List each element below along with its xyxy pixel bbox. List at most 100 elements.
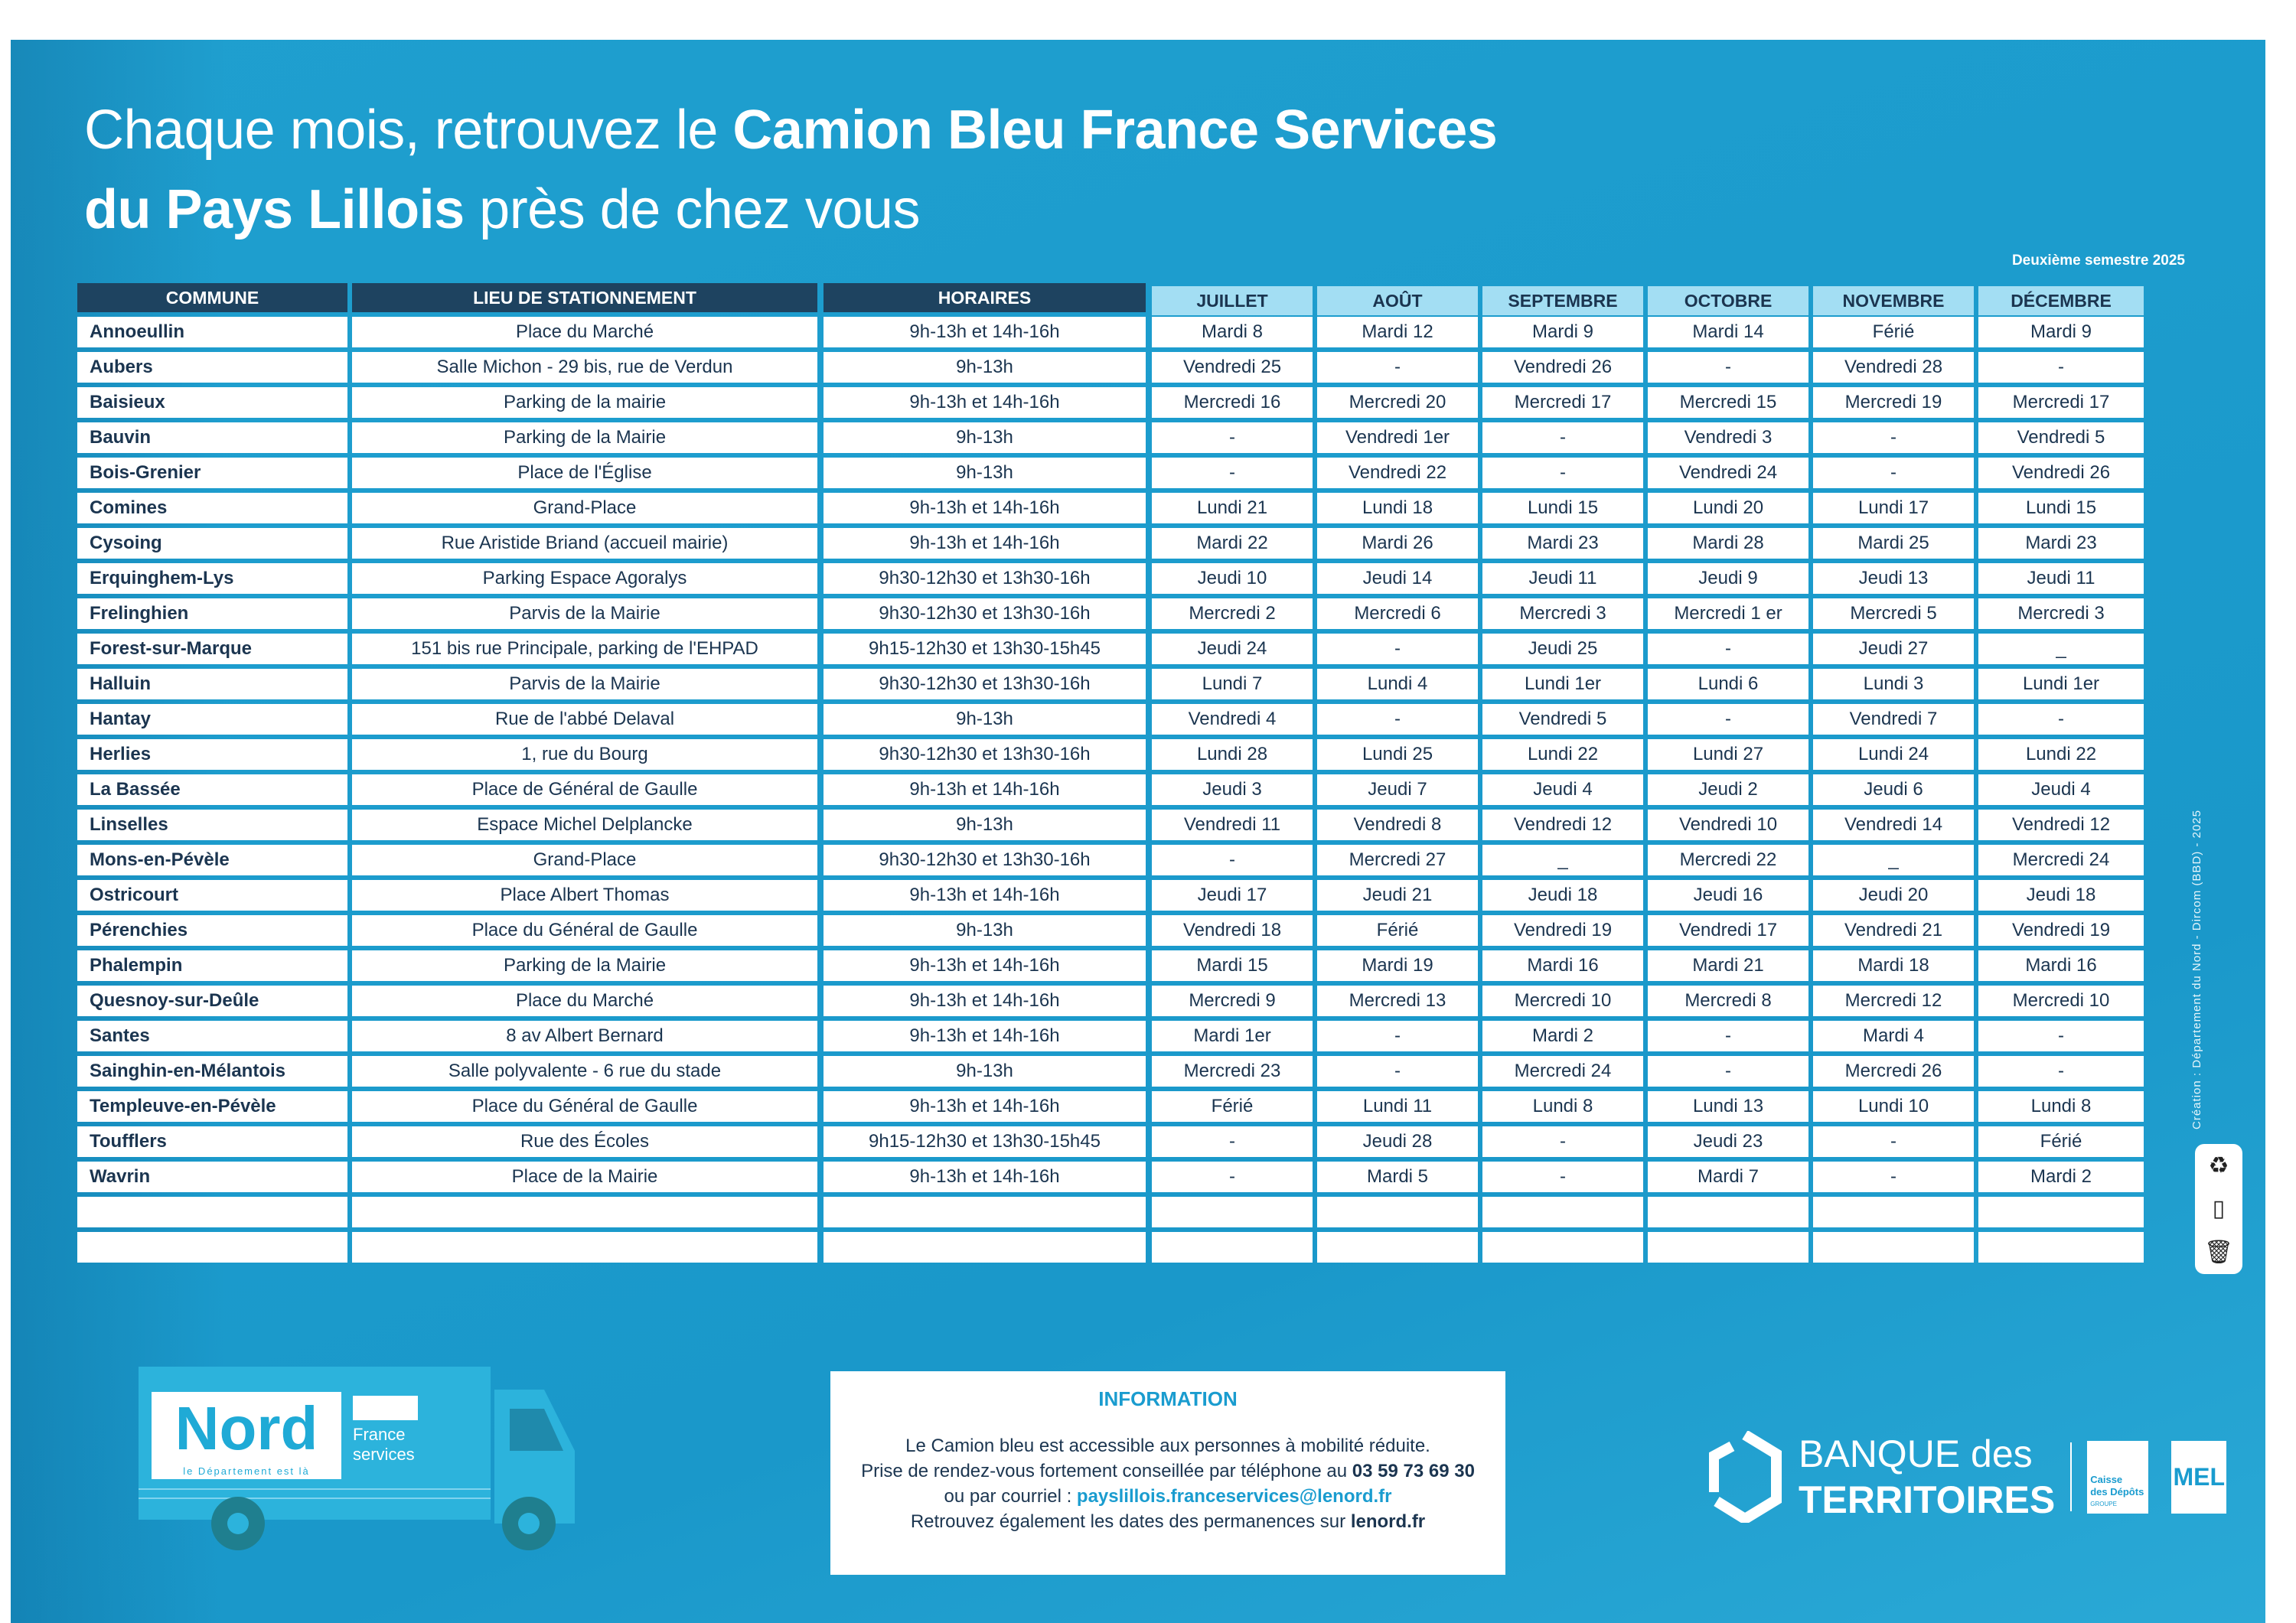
date-cell: Lundi 1er [1978,669,2144,699]
hours-cell: 9h-13h et 14h-16h [823,986,1146,1016]
date-cell: Vendredi 24 [1648,458,1808,488]
date-cell: Mercredi 17 [1482,387,1643,418]
location-cell: Place de la Mairie [352,1162,817,1192]
date-cell: - [1813,458,1974,488]
empty-cell [77,1197,347,1227]
date-cell: Férié [1152,1091,1313,1122]
commune-cell: Quesnoy-sur-Deûle [77,986,347,1016]
phone-number[interactable]: 03 59 73 69 30 [1352,1461,1475,1481]
date-cell: - [1813,1126,1974,1157]
location-cell: Place de l'Église [352,458,817,488]
empty-cell [1978,1197,2144,1227]
hours-cell: 9h-13h et 14h-16h [823,880,1146,911]
hours-cell: 9h-13h et 14h-16h [823,774,1146,805]
date-cell: Jeudi 6 [1813,774,1974,805]
date-cell: Lundi 18 [1317,493,1478,523]
title-bold: du Pays Lillois [84,179,465,240]
date-cell: Jeudi 24 [1152,634,1313,664]
date-cell: Jeudi 28 [1317,1126,1478,1157]
nord-logo-text: Nord [174,1394,318,1462]
date-cell: Mardi 22 [1152,528,1313,559]
semester-label: Deuxième semestre 2025 [2011,253,2185,269]
info-heading: INFORMATION [1098,1387,1238,1410]
empty-cell [823,1197,1146,1227]
date-cell: - [1648,1056,1808,1087]
date-cell: Jeudi 11 [1482,563,1643,594]
banque-des-territoires-logo: BANQUE des TERRITOIRES [1709,1431,2055,1523]
location-cell: Place du Général de Gaulle [352,915,817,946]
date-cell: Lundi 7 [1152,669,1313,699]
column-header: OCTOBRE [1648,286,1808,315]
hours-cell: 9h-13h et 14h-16h [823,1162,1146,1192]
date-cell: Mardi 21 [1648,950,1808,981]
date-cell: _ [1813,845,1974,875]
date-cell: Férié [1813,317,1974,347]
commune-cell: La Bassée [77,774,347,805]
location-cell: Place du Marché [352,317,817,347]
commune-cell: Forest-sur-Marque [77,634,347,664]
bdt-line1: BANQUE des [1799,1432,2033,1475]
commune-cell: Bois-Grenier [77,458,347,488]
date-cell: Jeudi 18 [1482,880,1643,911]
date-cell: Mardi 4 [1813,1021,1974,1051]
empty-cell [1152,1197,1313,1227]
date-cell: Lundi 4 [1317,669,1478,699]
hours-cell: 9h-13h et 14h-16h [823,493,1146,523]
website-link[interactable]: lenord.fr [1350,1511,1426,1532]
commune-cell: Santes [77,1021,347,1051]
date-cell: Mercredi 16 [1152,387,1313,418]
date-cell: Vendredi 12 [1978,810,2144,840]
hours-cell: 9h-13h [823,352,1146,383]
location-cell: Grand-Place [352,493,817,523]
nord-tagline: le Département est là [183,1465,310,1477]
hours-cell: 9h30-12h30 et 13h30-16h [823,563,1146,594]
title-text: près de chez vous [464,179,920,240]
date-cell: Vendredi 8 [1317,810,1478,840]
date-cell: Lundi 8 [1482,1091,1643,1122]
date-cell: - [1978,704,2144,735]
hours-cell: 9h-13h et 14h-16h [823,528,1146,559]
recycle-icon: ♻ [2208,1152,2229,1178]
date-cell: Jeudi 18 [1978,880,2144,911]
date-cell: - [1317,1021,1478,1051]
date-cell: Mercredi 15 [1648,387,1808,418]
date-cell: Jeudi 16 [1648,880,1808,911]
date-cell: Lundi 3 [1813,669,1974,699]
column-header: HORAIRES [823,283,1146,312]
cdc-text: des Dépôts [2090,1485,2144,1498]
commune-cell: Comines [77,493,347,523]
date-cell: Mardi 18 [1813,950,1974,981]
empty-cell [352,1232,817,1263]
commune-cell: Templeuve-en-Pévèle [77,1091,347,1122]
hours-cell: 9h30-12h30 et 13h30-16h [823,845,1146,875]
commune-cell: Frelinghien [77,598,347,629]
date-cell: - [1152,1162,1313,1192]
date-cell: Lundi 21 [1152,493,1313,523]
date-cell: Vendredi 19 [1482,915,1643,946]
date-cell: - [1317,1056,1478,1087]
date-cell: - [1152,845,1313,875]
date-cell: Mercredi 6 [1317,598,1478,629]
email-link[interactable]: payslillois.franceservices@lenord.fr [1076,1486,1392,1507]
date-cell: Mardi 9 [1482,317,1643,347]
column-header: SEPTEMBRE [1482,286,1643,315]
info-text: Retrouvez également les dates des perman… [910,1511,1351,1532]
date-cell: Jeudi 13 [1813,563,1974,594]
empty-cell [77,1232,347,1263]
column-header: JUILLET [1152,286,1313,315]
location-cell: 151 bis rue Principale, parking de l'EHP… [352,634,817,664]
date-cell: Mardi 2 [1978,1162,2144,1192]
date-cell: Lundi 8 [1978,1091,2144,1122]
bdt-line2: TERRITOIRES [1799,1478,2056,1521]
date-cell: Lundi 17 [1813,493,1974,523]
info-email-line: ou par courriel : payslillois.franceserv… [830,1484,1505,1509]
empty-cell [352,1197,817,1227]
date-cell: Jeudi 20 [1813,880,1974,911]
date-cell: Vendredi 21 [1813,915,1974,946]
info-text: Prise de rendez-vous fortement conseillé… [861,1461,1352,1481]
date-cell: Mardi 8 [1152,317,1313,347]
commune-cell: Bauvin [77,422,347,453]
info-site-line: Retrouvez également les dates des perman… [830,1509,1505,1534]
hours-cell: 9h-13h [823,704,1146,735]
date-cell: Vendredi 19 [1978,915,2144,946]
